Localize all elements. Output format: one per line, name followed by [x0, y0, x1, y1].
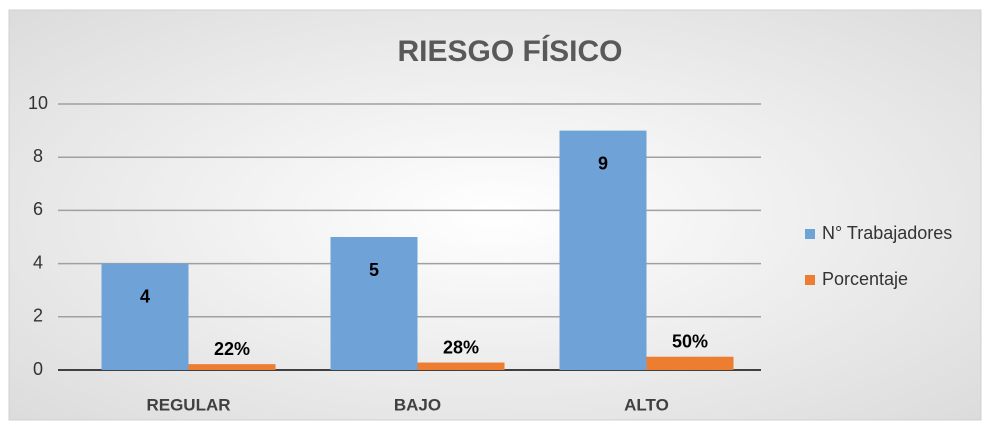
data-label: 4: [140, 286, 150, 306]
y-tick-label: 4: [33, 252, 43, 272]
legend-swatch: [805, 275, 815, 285]
y-tick-label: 2: [33, 306, 43, 326]
y-tick-label: 8: [33, 146, 43, 166]
y-tick-label: 6: [33, 199, 43, 219]
data-label: 28%: [443, 337, 479, 357]
bar: [101, 263, 189, 370]
data-label: 22%: [214, 339, 250, 359]
chart-title: RIESGO FÍSICO: [397, 34, 622, 68]
y-tick-label: 0: [33, 359, 43, 379]
legend-label: N° Trabajadores: [822, 223, 952, 243]
y-tick-label: 10: [28, 93, 48, 113]
legend-label: Porcentaje: [822, 269, 908, 289]
bar: [330, 237, 418, 370]
x-tick-label: REGULAR: [146, 395, 230, 414]
bar: [417, 362, 505, 370]
data-label: 50%: [672, 331, 708, 351]
data-label: 9: [598, 153, 608, 173]
bar: [188, 364, 276, 370]
bar: [559, 130, 647, 370]
bar: [646, 356, 734, 370]
legend-swatch: [805, 229, 815, 239]
data-label: 5: [369, 260, 379, 280]
x-tick-label: BAJO: [394, 395, 441, 414]
x-tick-label: ALTO: [624, 395, 669, 414]
